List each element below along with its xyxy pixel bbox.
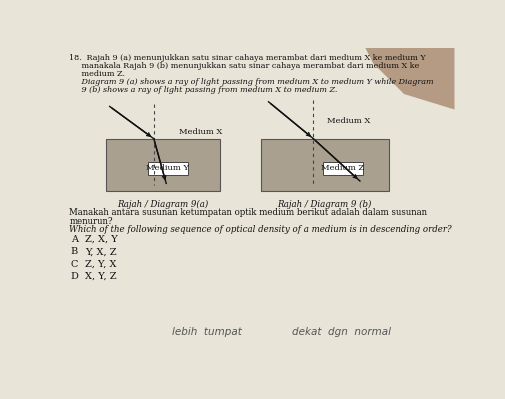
Text: menurun?: menurun? bbox=[69, 217, 113, 225]
Text: C: C bbox=[71, 260, 78, 269]
Text: Which of the following sequence of optical density of a medium is in descending : Which of the following sequence of optic… bbox=[69, 225, 452, 234]
Bar bbox=[261, 139, 389, 191]
Text: Z, X, Y: Z, X, Y bbox=[85, 235, 118, 244]
Text: medium Z.: medium Z. bbox=[69, 70, 125, 78]
Text: 9 (b) shows a ray of light passing from medium X to medium Z.: 9 (b) shows a ray of light passing from … bbox=[69, 86, 338, 95]
Text: Medium X: Medium X bbox=[179, 128, 223, 136]
Text: Rajah / Diagram 9 (b): Rajah / Diagram 9 (b) bbox=[278, 200, 372, 209]
Text: X, Y, Z: X, Y, Z bbox=[85, 272, 117, 281]
Text: A: A bbox=[71, 235, 78, 244]
Bar bbox=[147, 162, 188, 175]
Text: B: B bbox=[71, 247, 78, 256]
Text: D: D bbox=[71, 272, 79, 281]
Text: manakala Rajah 9 (b) menunjukkan satu sinar cahaya merambat dari medium X ke: manakala Rajah 9 (b) menunjukkan satu si… bbox=[69, 62, 420, 70]
Text: Medium Y: Medium Y bbox=[146, 164, 189, 172]
Text: Rajah / Diagram 9(a): Rajah / Diagram 9(a) bbox=[118, 200, 209, 209]
Text: Medium Z: Medium Z bbox=[321, 164, 365, 172]
Bar bbox=[106, 139, 221, 191]
Text: Diagram 9 (a) shows a ray of light passing from medium X to medium Y while Diagr: Diagram 9 (a) shows a ray of light passi… bbox=[69, 78, 434, 86]
Bar bbox=[323, 162, 363, 175]
Text: dekat  dgn  normal: dekat dgn normal bbox=[292, 327, 391, 337]
Text: lebih  tumpat: lebih tumpat bbox=[172, 327, 241, 337]
Polygon shape bbox=[366, 48, 454, 109]
Text: Z, Y, X: Z, Y, X bbox=[85, 260, 116, 269]
Text: Y, X, Z: Y, X, Z bbox=[85, 247, 117, 256]
Text: Medium X: Medium X bbox=[327, 117, 370, 125]
Text: Manakah antara susunan ketumpatan optik medium berikut adalah dalam susunan: Manakah antara susunan ketumpatan optik … bbox=[69, 208, 427, 217]
Text: 18.  Rajah 9 (a) menunjukkan satu sinar cahaya merambat dari medium X ke medium : 18. Rajah 9 (a) menunjukkan satu sinar c… bbox=[69, 54, 426, 62]
